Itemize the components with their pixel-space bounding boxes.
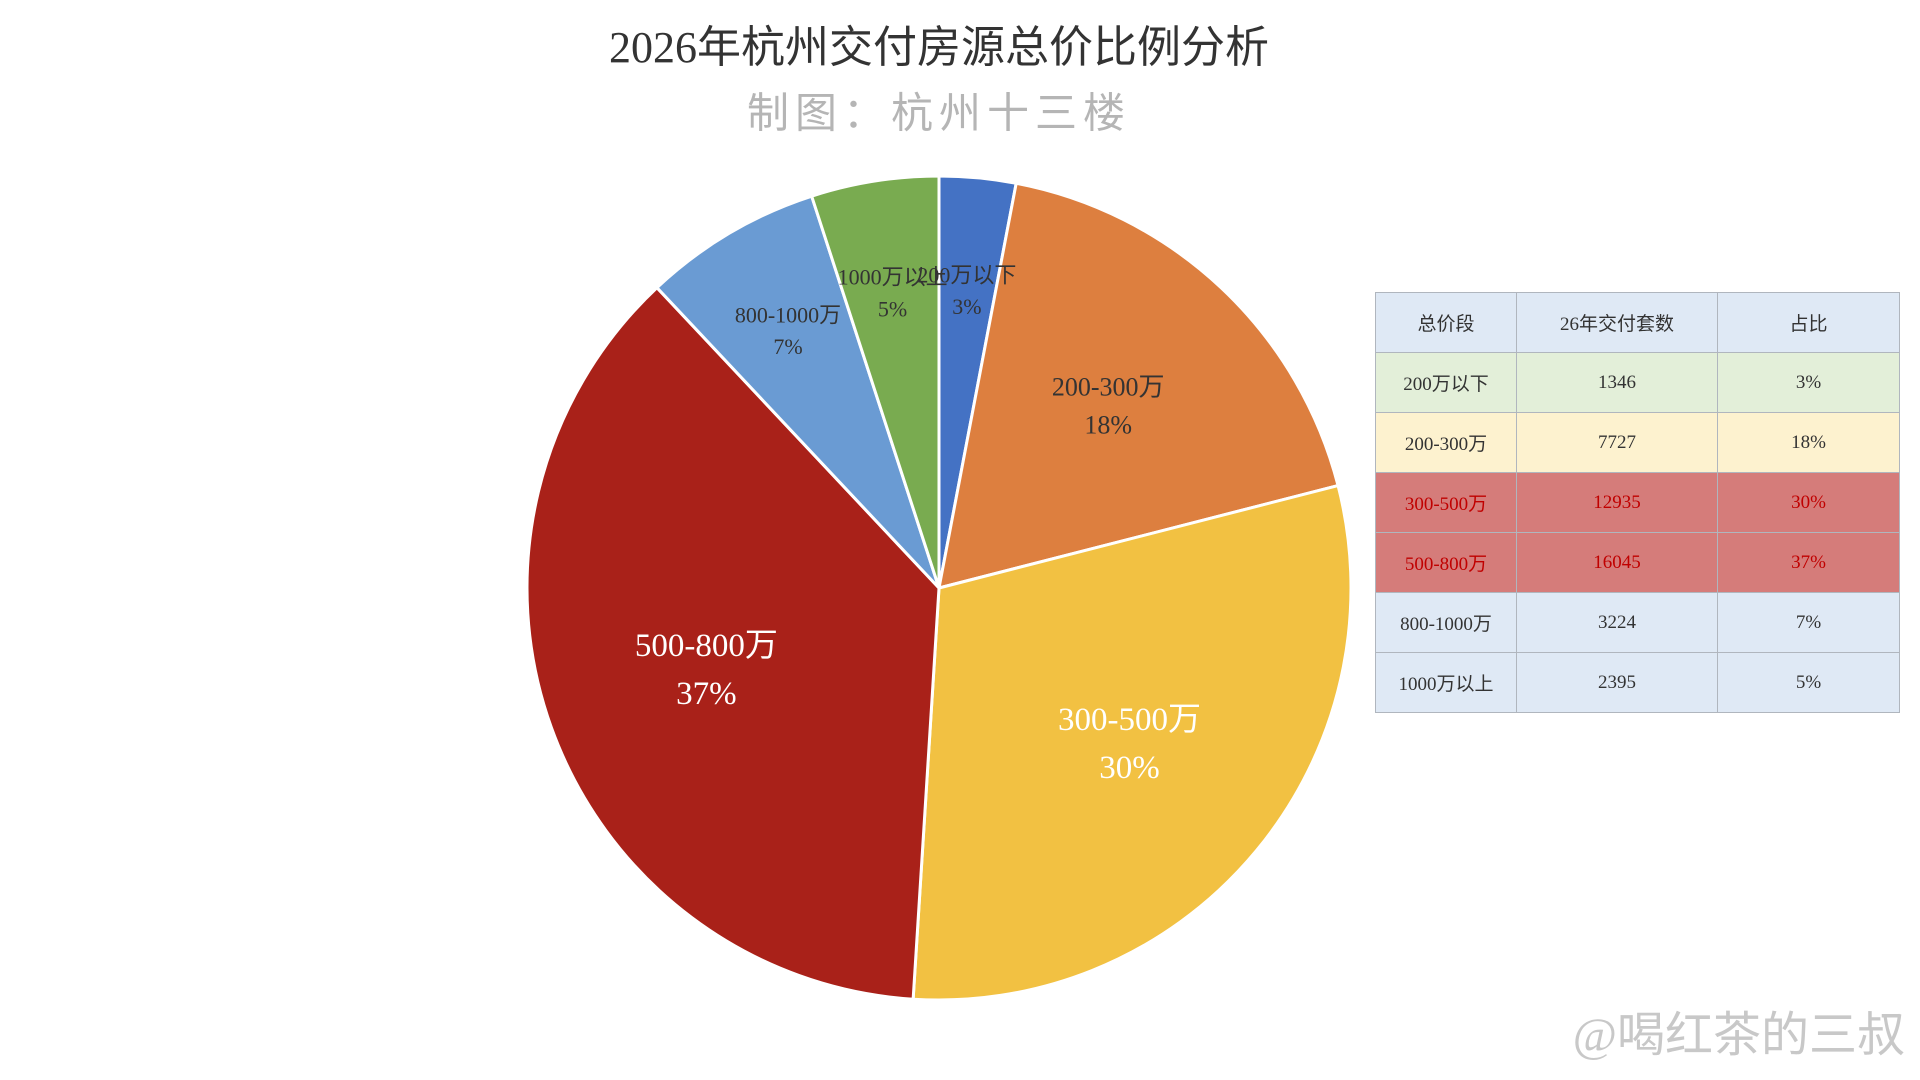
slice-label: 200万以下 xyxy=(917,262,1016,287)
table-row: 800-1000万 3224 7% xyxy=(1375,592,1900,653)
slice-value-label: 37% xyxy=(676,676,737,712)
table-cell: 1000万以上 xyxy=(1375,652,1517,713)
slice-label: 500-800万 xyxy=(635,628,778,664)
table-cell: 200万以下 xyxy=(1375,352,1517,413)
table-cell: 37% xyxy=(1717,532,1900,593)
table-cell: 800-1000万 xyxy=(1375,592,1517,653)
watermark: @喝红茶的三叔 xyxy=(1573,1009,1905,1062)
table-cell: 占比 xyxy=(1717,292,1900,353)
pie-slice xyxy=(911,483,1353,1002)
table-cell: 18% xyxy=(1717,412,1900,473)
table-cell: 12935 xyxy=(1516,472,1718,533)
table-cell: 26年交付套数 xyxy=(1516,292,1718,353)
slice-label: 1000万以上 xyxy=(838,265,948,290)
table-row: 300-500万 12935 30% xyxy=(1375,472,1900,533)
slice-value-label: 7% xyxy=(773,334,802,359)
table-row: 总价段 26年交付套数 占比 xyxy=(1375,292,1900,353)
slice-label: 200-300万 xyxy=(1052,373,1165,402)
table-row: 500-800万 16045 37% xyxy=(1375,532,1900,593)
chart-subtitle: 制图：杭州十三楼 xyxy=(747,91,1131,138)
pie-slice xyxy=(809,174,941,589)
table-row: 200万以下 1346 3% xyxy=(1375,352,1900,413)
table-cell: 1346 xyxy=(1516,352,1718,413)
slice-value-label: 5% xyxy=(878,297,907,322)
slice-label: 800-1000万 xyxy=(735,302,841,327)
table-cell: 300-500万 xyxy=(1375,472,1517,533)
table-cell: 3% xyxy=(1717,352,1900,413)
table-cell: 2395 xyxy=(1516,652,1718,713)
slice-value-label: 18% xyxy=(1084,410,1132,439)
pie-slice xyxy=(654,194,941,590)
table-cell: 500-800万 xyxy=(1375,532,1517,593)
pie-slice xyxy=(525,285,941,1001)
slice-value-label: 30% xyxy=(1099,750,1160,786)
table-cell: 5% xyxy=(1717,652,1900,713)
chart-title: 2026年杭州交付房源总价比例分析 xyxy=(609,23,1269,72)
table-cell: 30% xyxy=(1717,472,1900,533)
table-cell: 200-300万 xyxy=(1375,412,1517,473)
table-cell: 3224 xyxy=(1516,592,1718,653)
table-cell: 总价段 xyxy=(1375,292,1517,353)
data-table: 总价段 26年交付套数 占比 200万以下 1346 3% 200-300万 7727 18% 3… xyxy=(1375,292,1900,713)
table-row: 1000万以上 2395 5% xyxy=(1375,652,1900,713)
slice-label: 300-500万 xyxy=(1058,702,1201,738)
slice-value-label: 3% xyxy=(952,294,981,319)
table-cell: 16045 xyxy=(1516,532,1718,593)
table-row: 200-300万 7727 18% xyxy=(1375,412,1900,473)
pie-slice xyxy=(937,181,1340,591)
table-cell: 7% xyxy=(1717,592,1900,653)
table-cell: 7727 xyxy=(1516,412,1718,473)
